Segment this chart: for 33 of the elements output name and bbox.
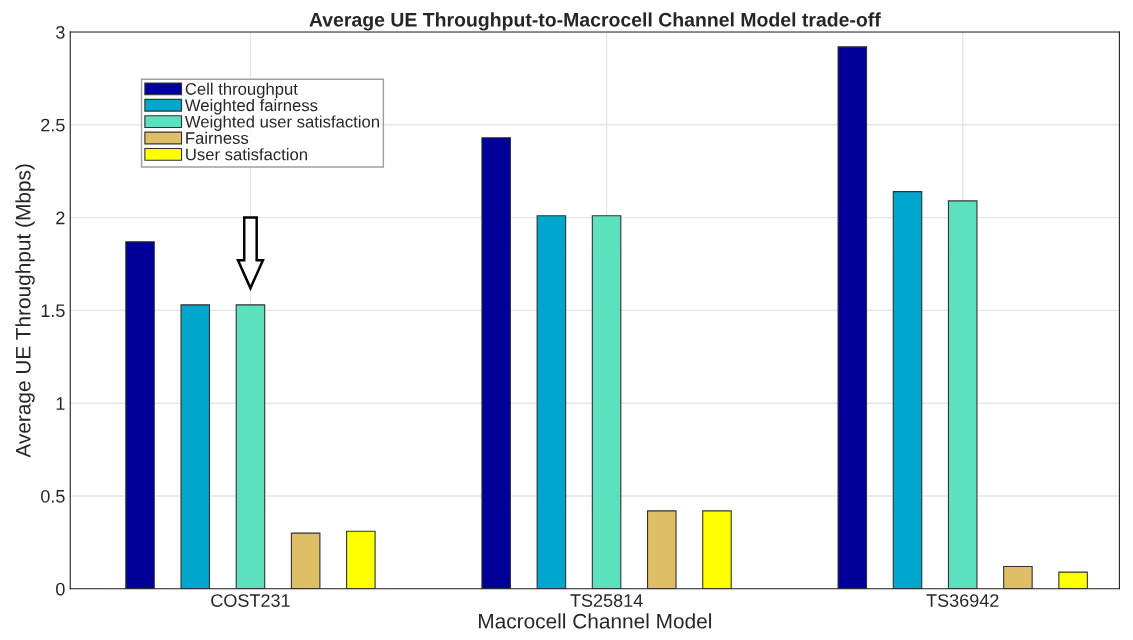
bar <box>1058 571 1088 589</box>
bar <box>892 191 923 589</box>
legend-label: Weighted user satisfaction <box>184 115 379 131</box>
x-tick-label: TS36942 <box>926 594 999 607</box>
y-tick-label: 2.5 <box>41 118 65 132</box>
bar <box>947 200 978 589</box>
y-tick-label: 0 <box>56 582 65 596</box>
y-tick-label: 0.5 <box>40 489 65 503</box>
bar <box>346 530 376 589</box>
x-axis-title: Macrocell Channel Model <box>479 613 711 629</box>
bar <box>125 241 155 589</box>
bar <box>180 304 211 589</box>
y-axis-title: Average UE Throughput (Mbps) <box>15 164 35 458</box>
bar <box>1003 565 1033 589</box>
legend-label: Fairness <box>186 131 249 144</box>
legend-label: Cell throughput <box>185 82 298 99</box>
x-tick-label: TS25814 <box>570 594 643 607</box>
y-tick-label: 2 <box>56 211 65 225</box>
chart-title: Average UE Throughput-to-Macrocell Channel Model trade-off <box>309 12 881 31</box>
bar <box>481 137 511 589</box>
y-tick-label: 3 <box>56 25 65 39</box>
legend-label: User satisfaction <box>186 148 307 161</box>
bar <box>290 532 321 589</box>
bar <box>591 215 622 589</box>
bar <box>646 510 677 589</box>
bar <box>536 215 567 589</box>
bar <box>837 46 868 589</box>
bar <box>235 304 266 589</box>
y-tick-label: 1.5 <box>41 304 65 318</box>
x-tick-label: COST231 <box>211 594 290 607</box>
bar <box>702 510 732 589</box>
legend-label: Weighted fairness <box>184 99 318 115</box>
y-tick-label: 1 <box>56 397 65 410</box>
